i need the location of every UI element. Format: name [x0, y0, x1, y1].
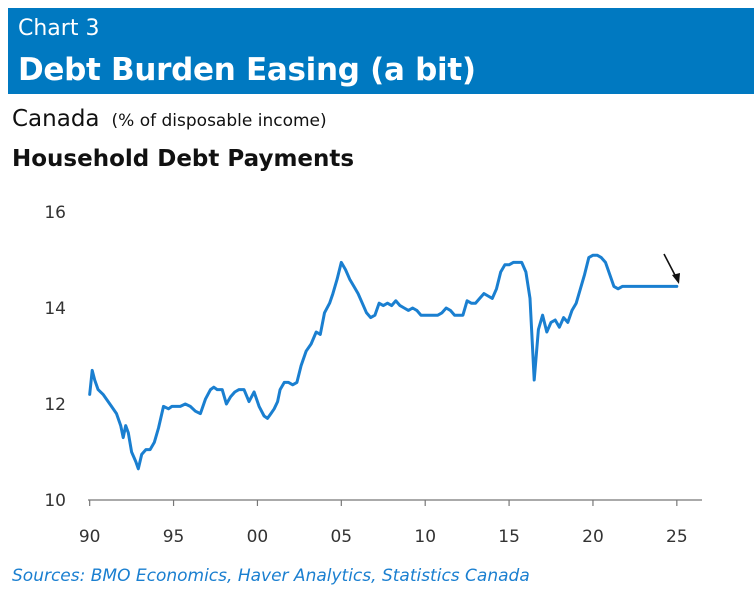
chart-number: Chart 3	[18, 16, 100, 41]
y-tick-labels: 10 12 14 16	[44, 203, 66, 511]
subtitle-line: Canada (% of disposable income)	[12, 106, 327, 132]
y-tick-label: 10	[44, 491, 66, 511]
x-ticks: 90 95 00 05 10 15 20 25	[79, 500, 688, 547]
x-tick-label: 90	[79, 527, 101, 547]
x-tick-label: 10	[414, 527, 436, 547]
y-tick-label: 14	[44, 299, 66, 319]
y-tick-label: 12	[44, 395, 66, 415]
series-title: Household Debt Payments	[12, 146, 355, 172]
down-arrow-annotation	[663, 253, 680, 284]
x-tick-label: 00	[247, 527, 269, 547]
header-banner: Chart 3 Debt Burden Easing (a bit)	[8, 8, 754, 94]
unit-label: (% of disposable income)	[111, 111, 327, 131]
line-chart: 90 95 00 05 10 15 20 25 10 12 14 16	[44, 203, 702, 547]
x-tick-label: 95	[163, 527, 185, 547]
source-note: Sources: BMO Economics, Haver Analytics,…	[12, 566, 530, 586]
x-tick-label: 15	[498, 527, 520, 547]
series-line	[88, 253, 679, 471]
chart-title: Debt Burden Easing (a bit)	[18, 52, 476, 88]
region-label: Canada	[12, 106, 100, 132]
x-tick-label: 05	[330, 527, 352, 547]
x-tick-label: 20	[582, 527, 604, 547]
x-tick-label: 25	[666, 527, 688, 547]
y-tick-label: 16	[44, 203, 66, 223]
